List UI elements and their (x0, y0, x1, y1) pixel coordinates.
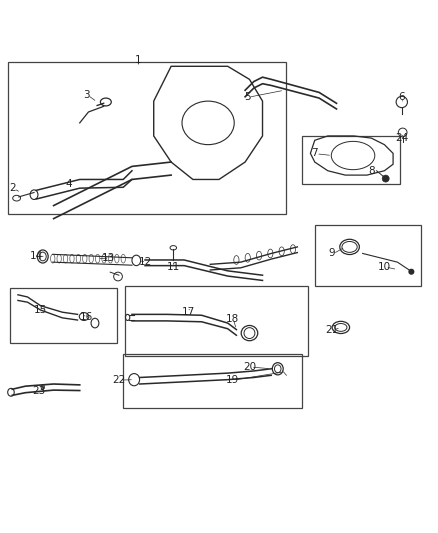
Ellipse shape (41, 384, 45, 390)
Text: 11: 11 (167, 262, 180, 271)
Text: 5: 5 (244, 92, 251, 102)
Text: 3: 3 (83, 90, 89, 100)
Text: 20: 20 (243, 361, 256, 372)
Text: 19: 19 (226, 375, 239, 385)
Circle shape (382, 175, 389, 182)
Text: 12: 12 (138, 257, 152, 267)
Text: 17: 17 (182, 307, 195, 317)
Text: 6: 6 (399, 92, 405, 102)
Text: 7: 7 (311, 148, 318, 158)
Text: 16: 16 (80, 312, 93, 321)
Circle shape (408, 269, 414, 275)
Text: 9: 9 (329, 248, 336, 259)
Text: 8: 8 (368, 166, 374, 176)
Text: 1: 1 (135, 55, 142, 65)
Text: 14: 14 (30, 251, 43, 261)
Text: 23: 23 (32, 385, 45, 395)
Text: 15: 15 (34, 305, 47, 315)
Text: 24: 24 (395, 133, 408, 143)
Text: 10: 10 (378, 262, 391, 271)
Text: 4: 4 (66, 179, 72, 189)
Text: 18: 18 (226, 314, 239, 324)
Text: 13: 13 (101, 253, 115, 263)
Text: 22: 22 (112, 375, 126, 385)
Text: 21: 21 (325, 325, 339, 335)
Text: 2: 2 (9, 183, 16, 193)
